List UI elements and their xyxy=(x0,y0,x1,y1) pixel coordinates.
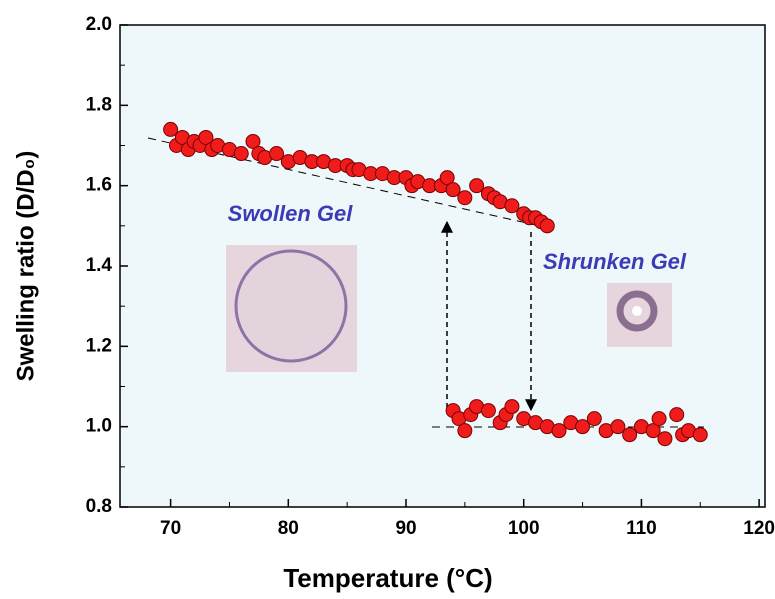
y-tick-label: 1.2 xyxy=(86,335,112,356)
point xyxy=(198,129,214,145)
point xyxy=(504,198,520,214)
x-tick-label: 70 xyxy=(160,518,181,539)
x-tick-label: 90 xyxy=(395,518,416,539)
point xyxy=(480,403,496,419)
y-tick-label: 2.0 xyxy=(86,14,112,35)
point xyxy=(269,146,285,162)
point xyxy=(233,146,249,162)
x-tick-label: 80 xyxy=(278,518,299,539)
point xyxy=(610,419,626,435)
point xyxy=(457,423,473,439)
y-tick-label: 1.8 xyxy=(86,94,112,115)
point xyxy=(539,218,555,234)
point xyxy=(586,411,602,427)
point xyxy=(575,419,591,435)
point xyxy=(692,427,708,443)
x-axis-label: Temperature (°C) xyxy=(283,563,492,593)
annotation: Swollen Gel xyxy=(228,201,354,226)
y-tick-label: 1.6 xyxy=(86,175,112,196)
point xyxy=(469,178,485,194)
point xyxy=(645,423,661,439)
point xyxy=(669,407,685,423)
x-tick-label: 110 xyxy=(626,518,657,539)
point xyxy=(657,431,673,447)
point xyxy=(163,121,179,137)
point xyxy=(245,133,261,149)
point xyxy=(651,411,667,427)
fit-line xyxy=(147,137,541,227)
annotation: Shrunken Gel xyxy=(543,249,687,274)
y-axis-label: Swelling ratio (D/D₀) xyxy=(12,151,39,382)
point xyxy=(439,170,455,186)
gel-image xyxy=(632,306,642,316)
y-tick-label: 1.0 xyxy=(86,416,112,437)
point xyxy=(457,190,473,206)
x-tick-label: 100 xyxy=(508,518,540,539)
y-tick-label: 1.4 xyxy=(86,255,113,276)
point xyxy=(504,399,520,415)
point xyxy=(551,423,567,439)
point xyxy=(622,427,638,443)
x-tick-label: 120 xyxy=(743,518,775,539)
gel-image xyxy=(234,249,348,363)
y-tick-label: 0.8 xyxy=(86,496,112,517)
point xyxy=(445,182,461,198)
gel-image xyxy=(616,290,658,332)
